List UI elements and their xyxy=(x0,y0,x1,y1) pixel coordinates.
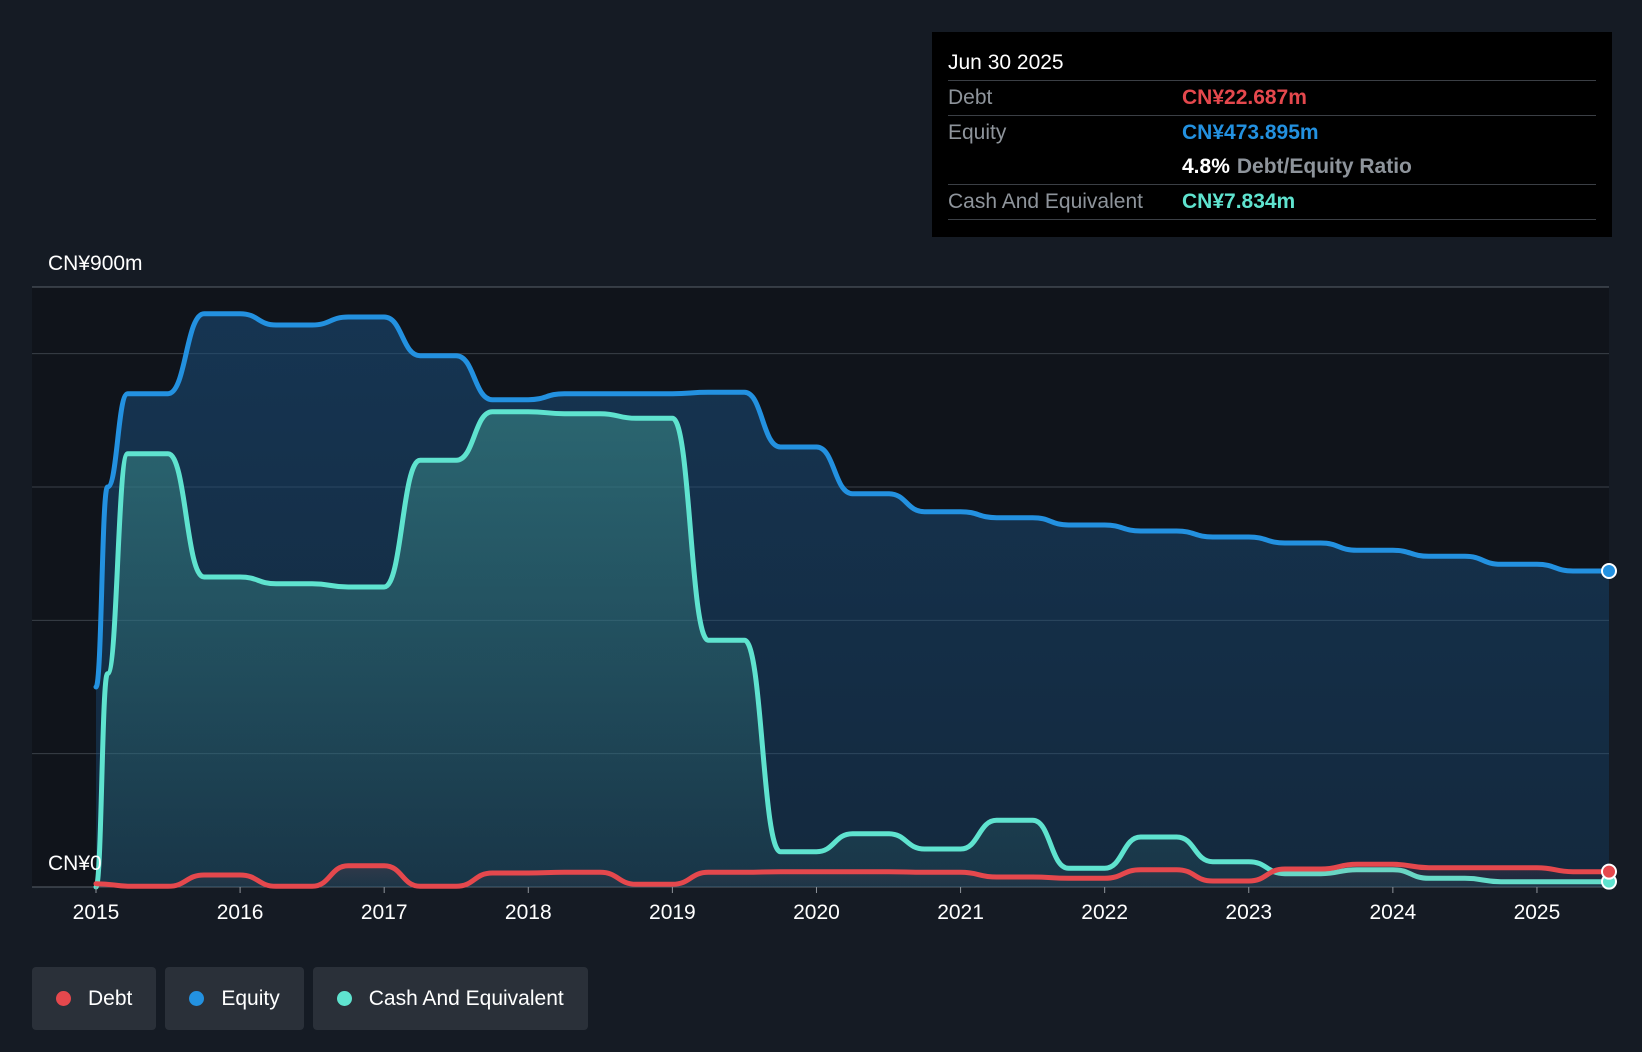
tooltip-cash-value: CN¥7.834m xyxy=(1182,190,1296,213)
x-tick-label-2019: 2019 xyxy=(649,901,696,924)
x-tick-label-2024: 2024 xyxy=(1369,901,1416,924)
cash-area xyxy=(96,411,1609,887)
end-markers xyxy=(1601,563,1617,890)
equity-end-marker xyxy=(1601,563,1617,579)
legend: Debt Equity Cash And Equivalent xyxy=(32,967,588,1030)
legend-equity-label: Equity xyxy=(221,986,280,1010)
tooltip-ratio-value: 4.8% xyxy=(1182,155,1230,178)
x-tick-label-2023: 2023 xyxy=(1225,901,1272,924)
tooltip-debt-label: Debt xyxy=(948,86,993,109)
x-tick-label-2017: 2017 xyxy=(361,901,408,924)
x-tick-label-2021: 2021 xyxy=(937,901,984,924)
x-tick-label-2016: 2016 xyxy=(217,901,264,924)
tooltip-panel: Jun 30 2025 Debt CN¥22.687m Equity CN¥47… xyxy=(932,32,1612,237)
legend-debt-label: Debt xyxy=(88,986,133,1010)
legend-item-debt[interactable]: Debt xyxy=(32,967,157,1030)
debt-dot-icon xyxy=(56,991,71,1006)
tooltip-cash-label: Cash And Equivalent xyxy=(948,190,1143,213)
x-tick-label-2015: 2015 xyxy=(73,901,120,924)
equity-dot-icon xyxy=(189,991,205,1006)
debt-end-marker xyxy=(1601,863,1617,880)
tooltip-row-ratio: 4.8% Debt/Equity Ratio xyxy=(948,150,1596,184)
x-axis: 2015 2016 2017 2018 2019 2020 2021 2022 2023 2024… xyxy=(73,887,1561,924)
x-tick-label-2022: 2022 xyxy=(1081,901,1128,924)
tooltip-equity-label: Equity xyxy=(948,121,1007,144)
tooltip-ratio-label: Debt/Equity Ratio xyxy=(1236,155,1412,178)
x-tick-label-2020: 2020 xyxy=(793,901,840,924)
equity-line xyxy=(93,311,1612,690)
tooltip-date: Jun 30 2025 xyxy=(948,51,1064,74)
legend-item-equity[interactable]: Equity xyxy=(165,967,304,1030)
legend-item-cash[interactable]: Cash And Equivalent xyxy=(312,967,588,1030)
tooltip-row-debt: Debt CN¥22.687m xyxy=(948,80,1596,115)
x-tick-label-2025: 2025 xyxy=(1514,901,1561,924)
tooltip-row-cash: Cash And Equivalent CN¥7.834m xyxy=(948,184,1596,220)
series-layer xyxy=(93,311,1612,890)
x-tick-label-2018: 2018 xyxy=(505,901,552,924)
y-axis-top-label: CN¥900m xyxy=(48,252,143,275)
tooltip-row-equity: Equity CN¥473.895m xyxy=(948,115,1596,150)
tooltip-equity-value: CN¥473.895m xyxy=(1182,121,1319,144)
tooltip-debt-value: CN¥22.687m xyxy=(1182,86,1307,109)
legend-cash-label: Cash And Equivalent xyxy=(368,986,564,1010)
debt-line xyxy=(93,861,1612,889)
cash-dot-icon xyxy=(336,991,352,1006)
y-axis-bottom-label: CN¥0 xyxy=(48,852,102,875)
